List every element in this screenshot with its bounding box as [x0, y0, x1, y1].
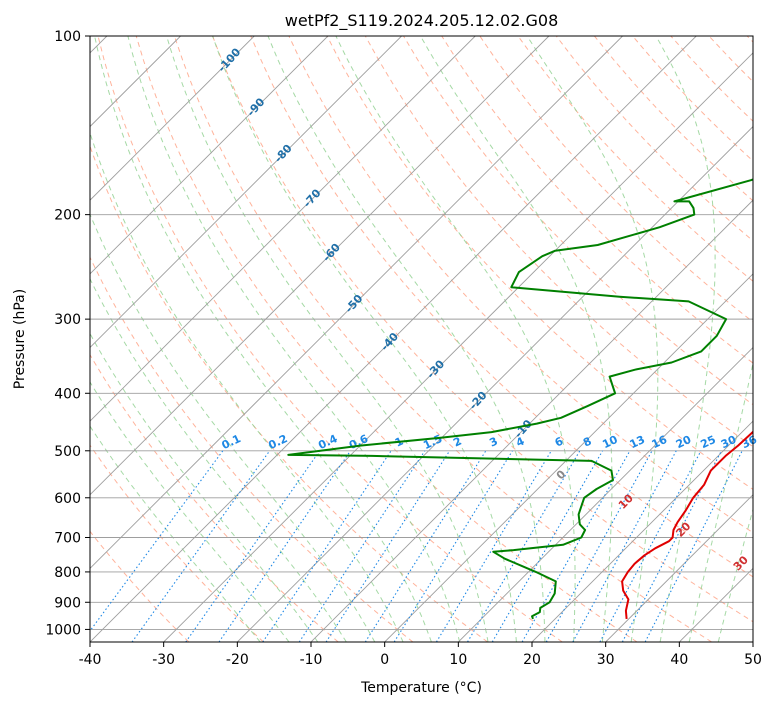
x-tick-label: 20 — [523, 652, 541, 668]
background-lines — [90, 36, 753, 642]
moist-adiabat-line — [420, 36, 613, 642]
x-tick-label: 50 — [744, 652, 762, 668]
y-tick-label: 800 — [54, 565, 81, 581]
chart-title: wetPf2_S119.2024.205.12.02.G08 — [285, 11, 559, 31]
moist-adiabat-line — [90, 277, 347, 642]
moist-adiabat-line — [655, 36, 716, 642]
x-axis-title: Temperature (°C) — [360, 680, 482, 696]
dry-adiabat-line — [441, 36, 753, 364]
moist-adiabat-line — [90, 332, 319, 642]
isotherm-line — [90, 36, 329, 275]
dry-adiabat-line — [212, 36, 753, 623]
mixing-ratio-line — [393, 450, 513, 642]
moist-adiabat-line — [90, 213, 376, 642]
isotherm-line — [458, 346, 753, 642]
isotherm-line — [90, 36, 402, 349]
moist-adiabat-line — [90, 381, 290, 642]
moist-adiabat-line — [526, 36, 659, 642]
isotherm-line — [90, 36, 697, 642]
dry-adiabat-line — [517, 36, 753, 282]
series-layer — [287, 178, 753, 620]
y-tick-label: 700 — [54, 531, 81, 547]
moist-adiabat-line — [127, 36, 461, 642]
dry-adiabat-line — [403, 36, 753, 406]
dry-adiabat-line — [90, 444, 264, 642]
temperature-profile-line — [621, 430, 753, 619]
mixing-ratio-line — [467, 450, 581, 642]
isotherm-line — [90, 36, 476, 422]
mixing-ratio-label: 25 — [698, 433, 717, 451]
x-tick-label: 0 — [380, 652, 389, 668]
moist-adiabat-line — [94, 36, 432, 642]
mixing-ratio-line — [435, 450, 552, 642]
dry-adiabat-line — [97, 36, 563, 642]
y-tick-label: 1000 — [45, 622, 81, 638]
moist-adiabat-line — [267, 36, 546, 642]
y-tick-label: 600 — [54, 491, 81, 507]
x-axis: -40 -30 -20 -10 0 10 20 30 40 50 — [79, 642, 762, 668]
moist-adiabat-line — [90, 425, 261, 642]
isotherm-line — [90, 36, 255, 201]
dry-adiabat-line — [90, 530, 190, 642]
isotherm-line — [90, 36, 550, 496]
moist-adiabat-line — [90, 131, 404, 642]
x-tick-label: -40 — [79, 652, 102, 668]
y-tick-label: 500 — [54, 444, 81, 460]
y-tick-label: 100 — [54, 29, 81, 45]
moist-adiabat-line — [212, 36, 517, 642]
x-tick-label: -10 — [300, 652, 323, 668]
mixing-ratio-line — [218, 450, 351, 642]
x-tick-label: -20 — [226, 652, 249, 668]
y-tick-label: 200 — [54, 208, 81, 224]
plot-frame — [89, 35, 754, 643]
isotherm-line — [310, 199, 753, 642]
y-tick-label: 400 — [54, 386, 81, 402]
y-axis-title: Pressure (hPa) — [12, 289, 28, 389]
isotherm-line — [384, 273, 753, 642]
isotherm-line — [752, 641, 753, 642]
y-axis: 100 200 300 400 500 600 700 800 900 1000 — [45, 29, 90, 638]
dry-adiabat-line — [250, 36, 753, 578]
y-tick-label: 900 — [54, 595, 81, 611]
x-tick-label: 10 — [449, 652, 467, 668]
moist-adiabat-line — [166, 36, 489, 642]
isotherm-line — [90, 36, 623, 570]
mixing-ratio-line — [185, 450, 321, 642]
dry-adiabat-line — [90, 256, 414, 642]
isotherm-line — [531, 420, 753, 642]
y-tick-label: 300 — [54, 312, 81, 328]
mixing-ratio-label: 30 — [719, 433, 739, 451]
isotherm-line — [605, 494, 753, 642]
dry-adiabat-line — [90, 353, 339, 642]
mixing-ratio-label: 36 — [740, 433, 760, 451]
mixing-ratio-line — [491, 450, 604, 642]
mixing-ratio-line — [131, 450, 271, 642]
mixing-ratio-line — [545, 450, 653, 642]
x-tick-label: 30 — [597, 652, 615, 668]
dry-adiabat-line — [90, 144, 488, 642]
mixing-ratio-label: 20 — [674, 433, 694, 451]
mixing-ratio-line — [572, 450, 677, 642]
mixing-ratio-label: 13 — [628, 433, 647, 451]
x-tick-label: 40 — [670, 652, 688, 668]
moist-adiabat-line — [335, 36, 576, 642]
mixing-ratio-label: 10 — [600, 433, 620, 451]
dewpoint-profile-line — [287, 178, 753, 620]
mixing-ratio-line — [599, 450, 702, 642]
x-tick-label: -30 — [152, 652, 175, 668]
isotherm-line — [163, 52, 753, 642]
dry-adiabat-line — [173, 36, 712, 642]
mixing-ratio-line — [364, 450, 487, 642]
mixing-ratio-label: 16 — [650, 433, 670, 451]
isotherm-line — [237, 125, 753, 642]
